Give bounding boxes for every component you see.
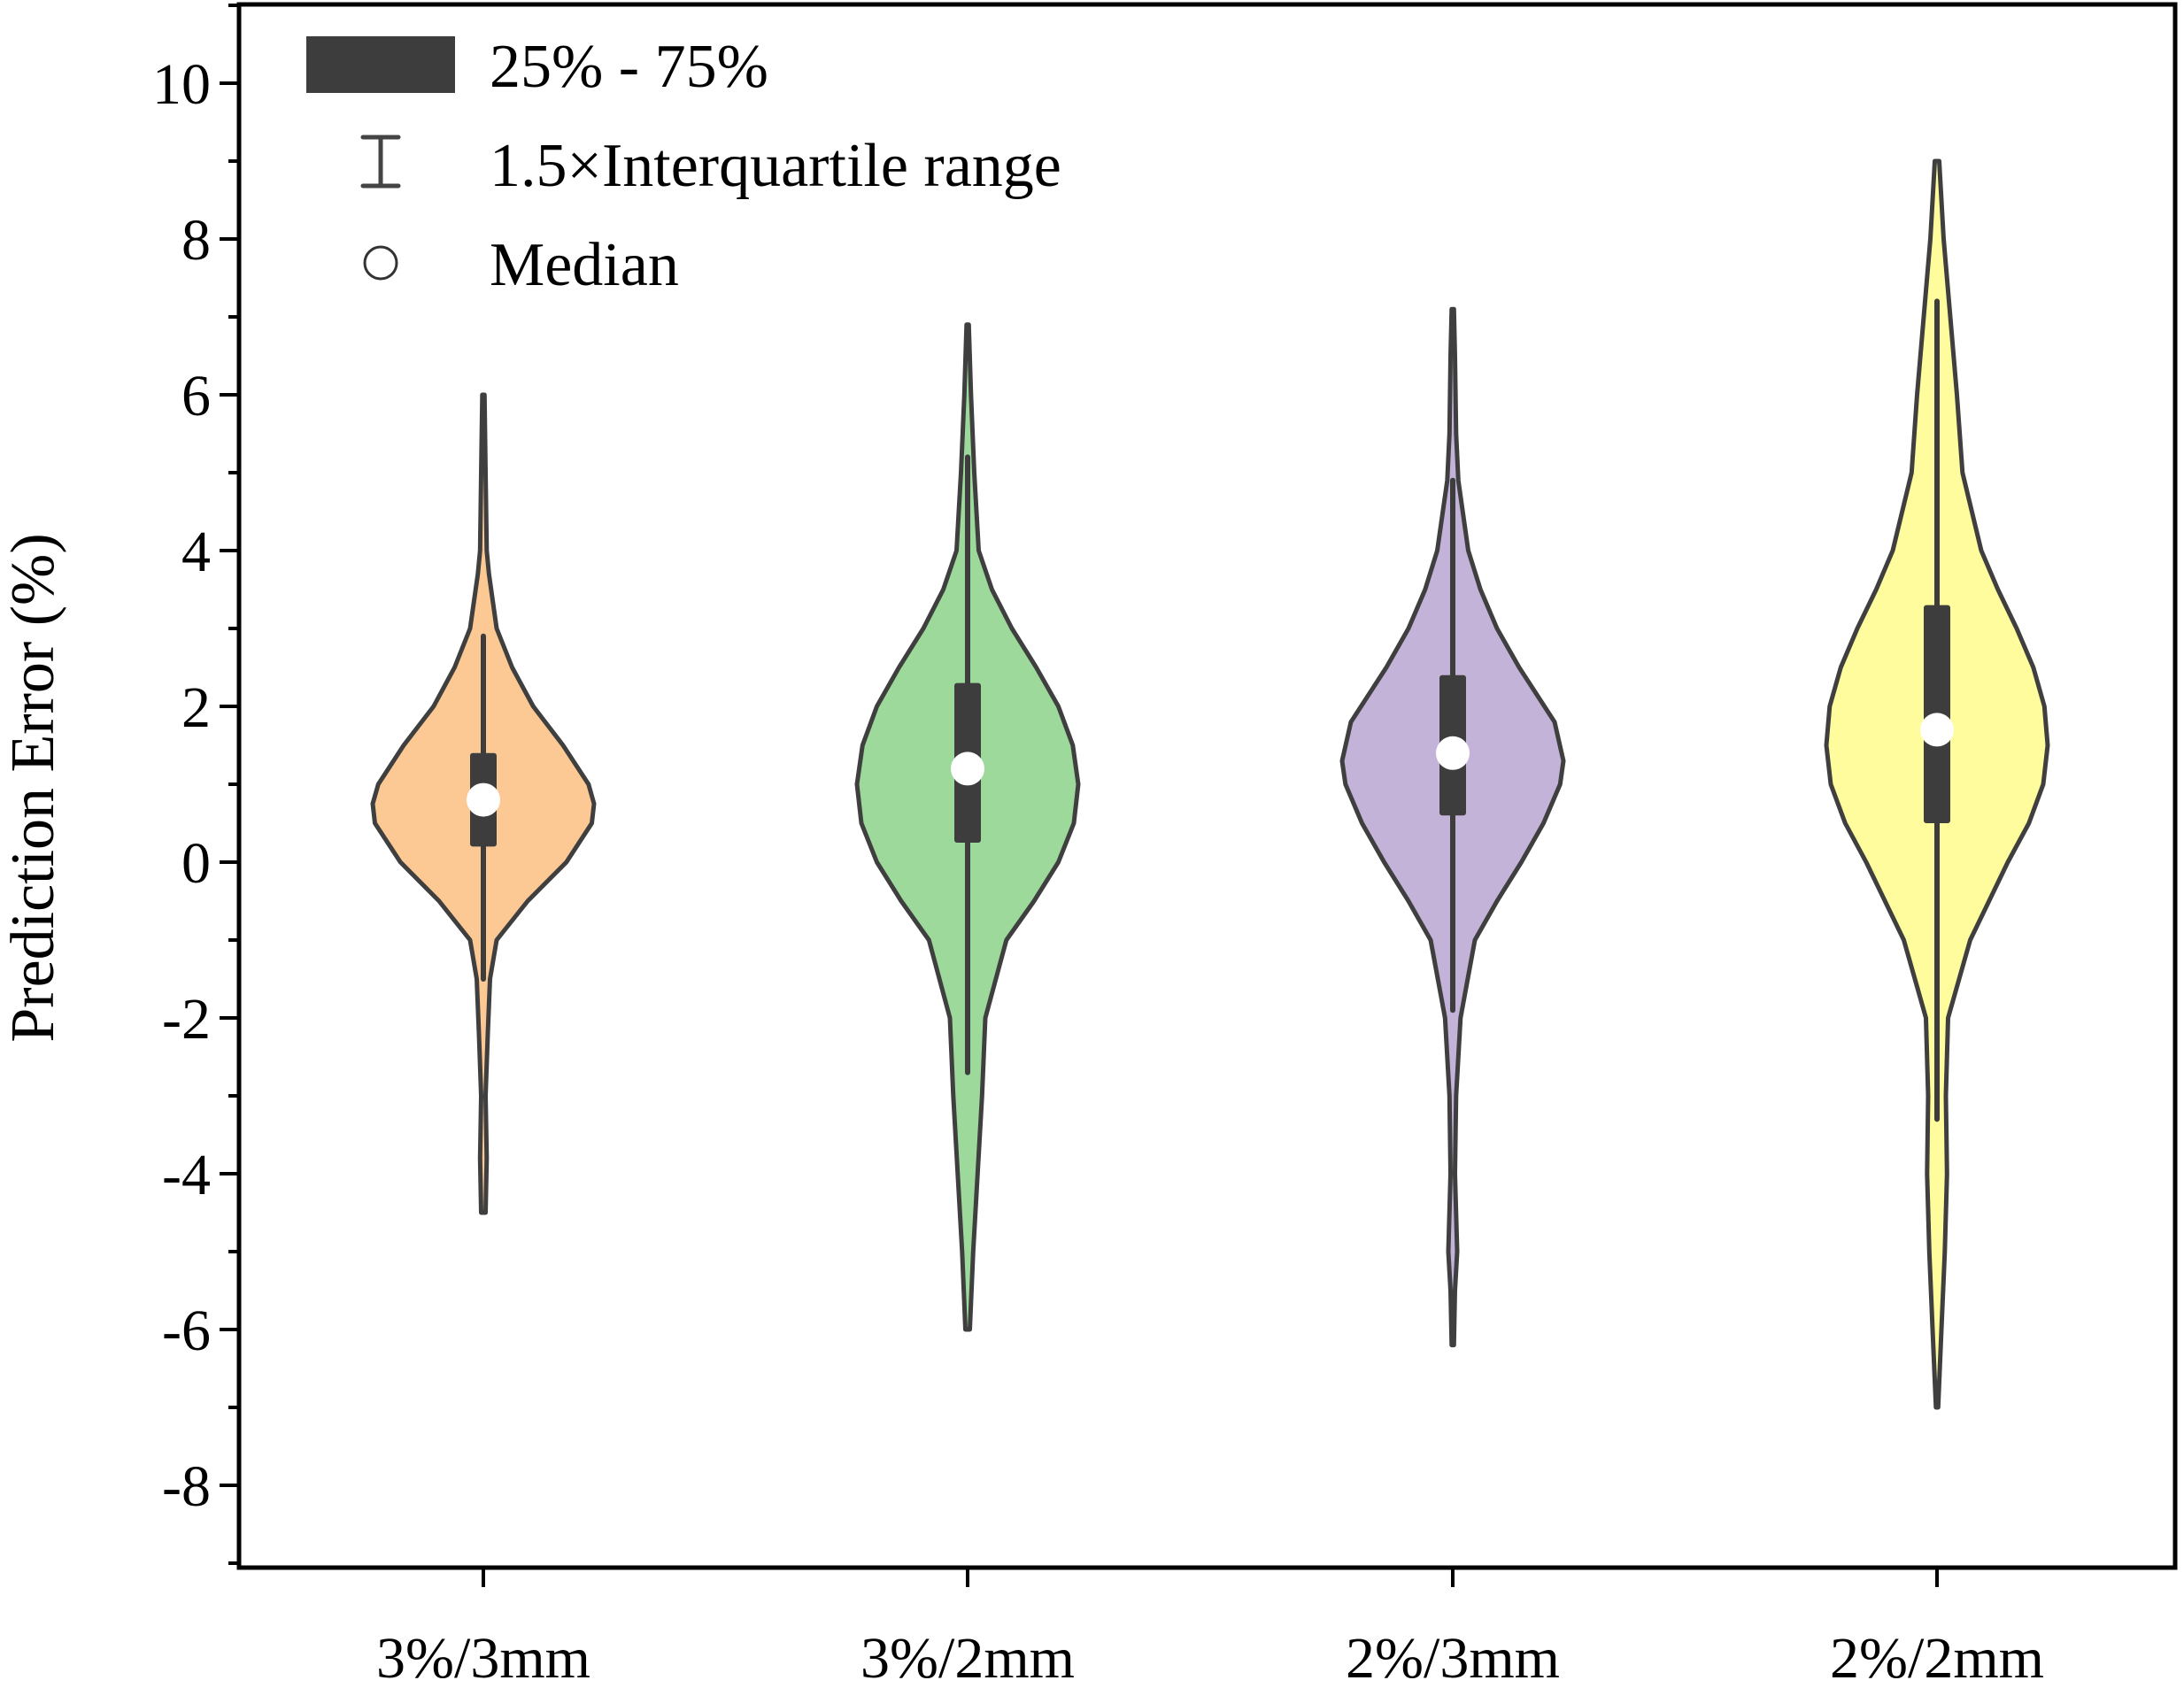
median-point <box>1920 713 1954 747</box>
y-tick-label: -8 <box>162 1454 211 1519</box>
median-point <box>1436 736 1470 770</box>
y-tick-label: 6 <box>181 364 211 428</box>
legend: 25% - 75% 1.5×Interquartile range Median <box>306 33 1061 299</box>
x-tick-label: 2%/2mm <box>1830 1626 2044 1688</box>
legend-median-circle-icon <box>363 245 398 281</box>
x-axis-ticks: 3%/3mm 3%/2mm 2%/3mm 2%/2mm <box>376 1568 2044 1688</box>
y-axis-ticks: 10 8 6 4 2 0 -2 -4 -6 -8 <box>152 4 239 1565</box>
plot-frame <box>236 2 2178 1570</box>
y-tick-label: 10 <box>152 52 211 117</box>
x-tick-label: 3%/3mm <box>376 1626 590 1688</box>
median-point <box>467 782 500 817</box>
violins-group <box>370 158 2050 1410</box>
legend-label-1: 1.5×Interquartile range <box>490 132 1061 200</box>
y-tick-label: -2 <box>162 987 211 1052</box>
legend-whisker-icon <box>360 135 401 189</box>
y-tick-label: 0 <box>181 831 211 896</box>
x-tick-label: 3%/2mm <box>860 1626 1075 1688</box>
y-axis-title: Prediction Error (%) <box>0 533 67 1042</box>
median-point <box>951 752 984 786</box>
y-tick-label: -6 <box>162 1299 211 1363</box>
y-tick-label: -4 <box>162 1143 211 1207</box>
y-tick-label: 2 <box>181 675 211 740</box>
x-tick-label: 2%/3mm <box>1346 1626 1560 1688</box>
y-tick-label: 4 <box>181 520 211 584</box>
legend-label-0: 25% - 75% <box>490 33 768 101</box>
legend-label-2: Median <box>490 231 679 299</box>
y-tick-label: 8 <box>181 208 211 273</box>
legend-box-icon <box>306 36 455 93</box>
